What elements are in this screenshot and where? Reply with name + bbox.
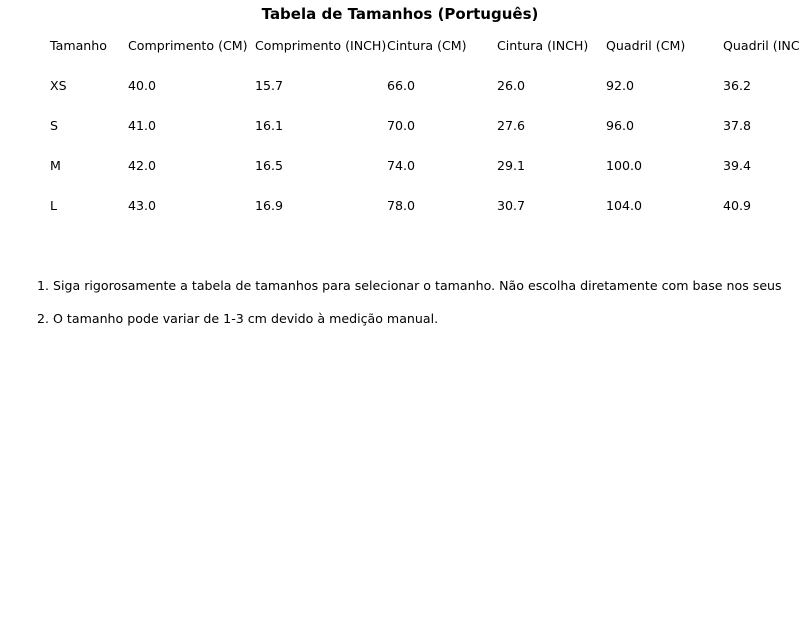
table-row: M 42.0 16.5 74.0 29.1 100.0 39.4 bbox=[0, 156, 800, 176]
cell-length-inch: 16.1 bbox=[255, 118, 284, 133]
table-row: XS 40.0 15.7 66.0 26.0 92.0 36.2 bbox=[0, 76, 800, 96]
cell-hip-cm: 92.0 bbox=[606, 78, 635, 93]
cell-hip-inch: 39.4 bbox=[723, 158, 752, 173]
column-header-length-inch: Comprimento (INCH) bbox=[255, 38, 387, 53]
column-header-waist-cm: Cintura (CM) bbox=[387, 38, 467, 53]
cell-waist-cm: 78.0 bbox=[387, 198, 416, 213]
column-header-hip-inch: Quadril (INCH) bbox=[723, 38, 800, 53]
cell-length-inch: 15.7 bbox=[255, 78, 284, 93]
cell-length-cm: 41.0 bbox=[128, 118, 157, 133]
column-header-length-cm: Comprimento (CM) bbox=[128, 38, 248, 53]
cell-hip-cm: 96.0 bbox=[606, 118, 635, 133]
table-row: L 43.0 16.9 78.0 30.7 104.0 40.9 bbox=[0, 196, 800, 216]
cell-size: S bbox=[50, 118, 58, 133]
size-chart-table: Tamanho Comprimento (CM) Comprimento (IN… bbox=[0, 36, 800, 226]
page-title: Tabela de Tamanhos (Português) bbox=[261, 5, 539, 23]
table-header-row: Tamanho Comprimento (CM) Comprimento (IN… bbox=[0, 36, 800, 56]
cell-length-inch: 16.5 bbox=[255, 158, 284, 173]
cell-waist-inch: 30.7 bbox=[497, 198, 526, 213]
cell-hip-cm: 100.0 bbox=[606, 158, 643, 173]
cell-waist-cm: 66.0 bbox=[387, 78, 416, 93]
cell-size: L bbox=[50, 198, 58, 213]
cell-length-cm: 40.0 bbox=[128, 78, 157, 93]
column-header-waist-inch: Cintura (INCH) bbox=[497, 38, 589, 53]
cell-waist-inch: 29.1 bbox=[497, 158, 526, 173]
note-item: 2. O tamanho pode variar de 1-3 cm devid… bbox=[37, 311, 439, 326]
column-header-hip-cm: Quadril (CM) bbox=[606, 38, 686, 53]
cell-length-cm: 43.0 bbox=[128, 198, 157, 213]
cell-hip-inch: 37.8 bbox=[723, 118, 752, 133]
cell-waist-inch: 26.0 bbox=[497, 78, 526, 93]
cell-waist-cm: 70.0 bbox=[387, 118, 416, 133]
cell-length-inch: 16.9 bbox=[255, 198, 284, 213]
column-header-size: Tamanho bbox=[50, 38, 107, 53]
cell-hip-cm: 104.0 bbox=[606, 198, 643, 213]
cell-hip-inch: 40.9 bbox=[723, 198, 752, 213]
table-row: S 41.0 16.1 70.0 27.6 96.0 37.8 bbox=[0, 116, 800, 136]
note-item: 1. Siga rigorosamente a tabela de tamanh… bbox=[37, 278, 782, 293]
cell-size: M bbox=[50, 158, 61, 173]
cell-size: XS bbox=[50, 78, 67, 93]
cell-hip-inch: 36.2 bbox=[723, 78, 752, 93]
cell-waist-cm: 74.0 bbox=[387, 158, 416, 173]
cell-length-cm: 42.0 bbox=[128, 158, 157, 173]
cell-waist-inch: 27.6 bbox=[497, 118, 526, 133]
